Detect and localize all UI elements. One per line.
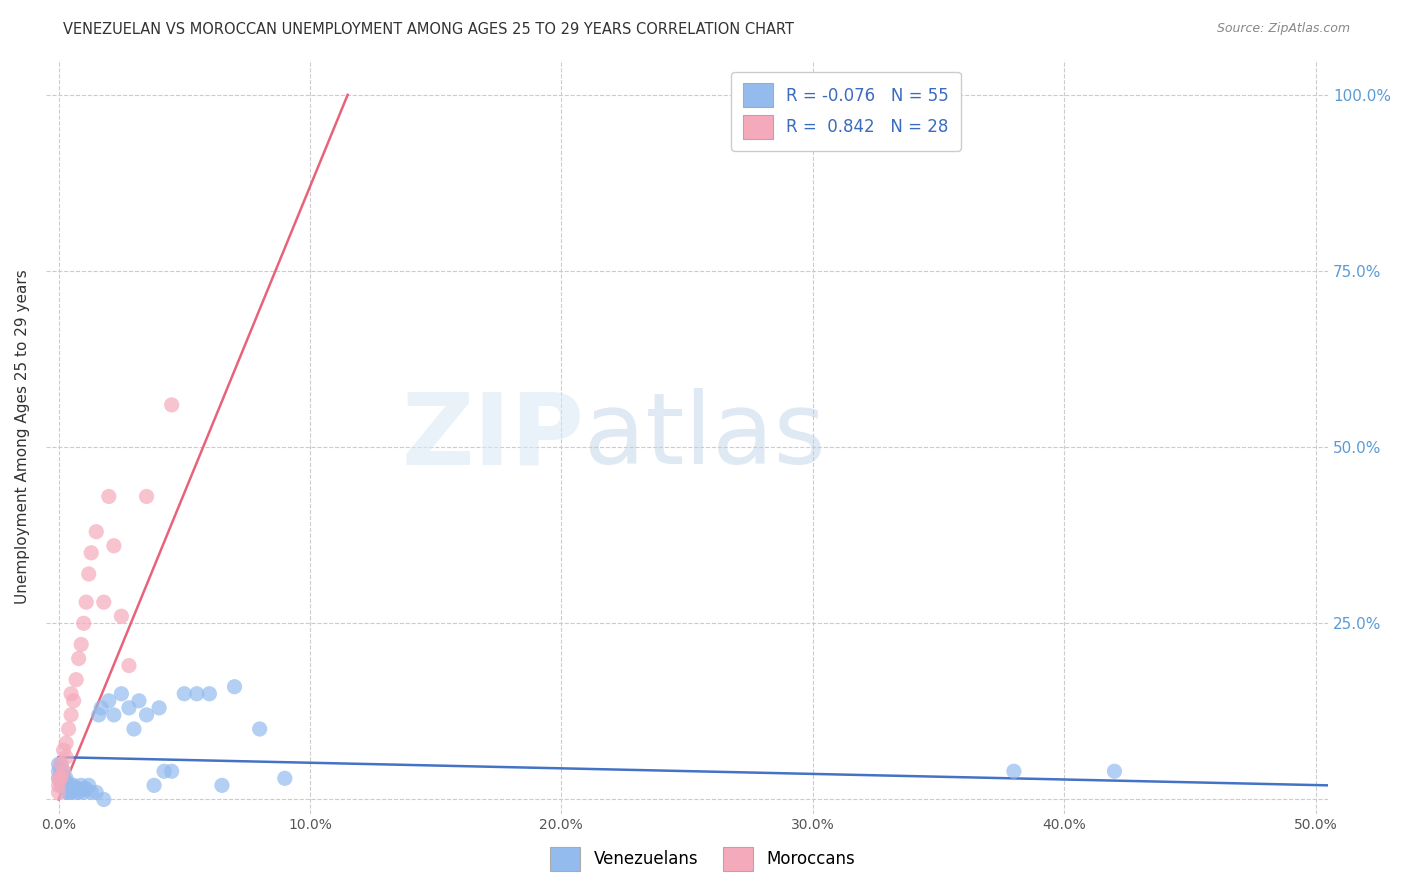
Point [49,772,72,786]
Point [80,785,103,799]
Point [73,616,96,631]
Point [49,764,72,779]
Point [65,673,87,687]
Point [49,778,72,792]
Point [60,687,83,701]
Point [52,774,75,789]
Point [67,785,90,799]
Point [49,757,72,772]
Point [55,750,77,764]
Point [52,743,75,757]
Point [49,772,72,786]
Point [118,658,141,673]
Point [55,736,77,750]
Point [249,722,271,736]
Point [122,722,145,736]
Point [67,781,90,796]
Point [1002,764,1025,779]
Point [135,707,157,722]
Point [77,778,100,792]
Point [186,687,208,701]
Text: ZIP: ZIP [402,388,585,485]
Point [211,778,233,792]
Text: atlas: atlas [585,388,827,485]
Point [173,687,195,701]
Point [48,785,70,799]
Point [84,785,107,799]
Point [60,785,83,799]
Point [52,778,75,792]
Point [160,764,183,779]
Point [60,707,83,722]
Y-axis label: Unemployment Among Ages 25 to 29 years: Unemployment Among Ages 25 to 29 years [15,269,30,604]
Point [77,566,100,581]
Legend: Venezuelans, Moroccans: Venezuelans, Moroccans [543,839,863,880]
Point [55,772,77,786]
Point [153,764,176,779]
Point [93,792,115,806]
Point [274,772,297,786]
Point [52,764,75,779]
Point [58,785,80,799]
Point [110,609,132,624]
Point [65,785,87,799]
Text: VENEZUELAN VS MOROCCAN UNEMPLOYMENT AMONG AGES 25 TO 29 YEARS CORRELATION CHART: VENEZUELAN VS MOROCCAN UNEMPLOYMENT AMON… [63,22,794,37]
Point [1104,764,1126,779]
Point [67,651,90,665]
Point [52,772,75,786]
Point [103,707,125,722]
Point [97,694,120,708]
Point [48,772,70,786]
Point [73,785,96,799]
Point [148,701,170,715]
Point [55,785,77,799]
Point [65,781,87,796]
Point [93,595,115,609]
Point [87,707,110,722]
Point [84,524,107,539]
Point [75,595,97,609]
Point [97,490,120,504]
Point [62,694,84,708]
Point [60,778,83,792]
Point [80,546,103,560]
Point [48,757,70,772]
Point [70,778,93,792]
Point [58,722,80,736]
Point [143,778,166,792]
Point [49,757,72,772]
Point [135,490,157,504]
Point [52,764,75,779]
Point [90,701,112,715]
Point [48,772,70,786]
Point [55,778,77,792]
Point [198,687,221,701]
Point [128,694,150,708]
Text: Source: ZipAtlas.com: Source: ZipAtlas.com [1216,22,1350,36]
Point [55,774,77,789]
Point [58,781,80,796]
Point [224,680,246,694]
Point [62,778,84,792]
Point [110,687,132,701]
Legend: R = -0.076   N = 55, R =  0.842   N = 28: R = -0.076 N = 55, R = 0.842 N = 28 [731,71,960,151]
Point [75,781,97,796]
Point [103,539,125,553]
Point [73,781,96,796]
Point [48,778,70,792]
Point [48,764,70,779]
Point [60,781,83,796]
Point [70,637,93,651]
Point [118,701,141,715]
Point [160,398,183,412]
